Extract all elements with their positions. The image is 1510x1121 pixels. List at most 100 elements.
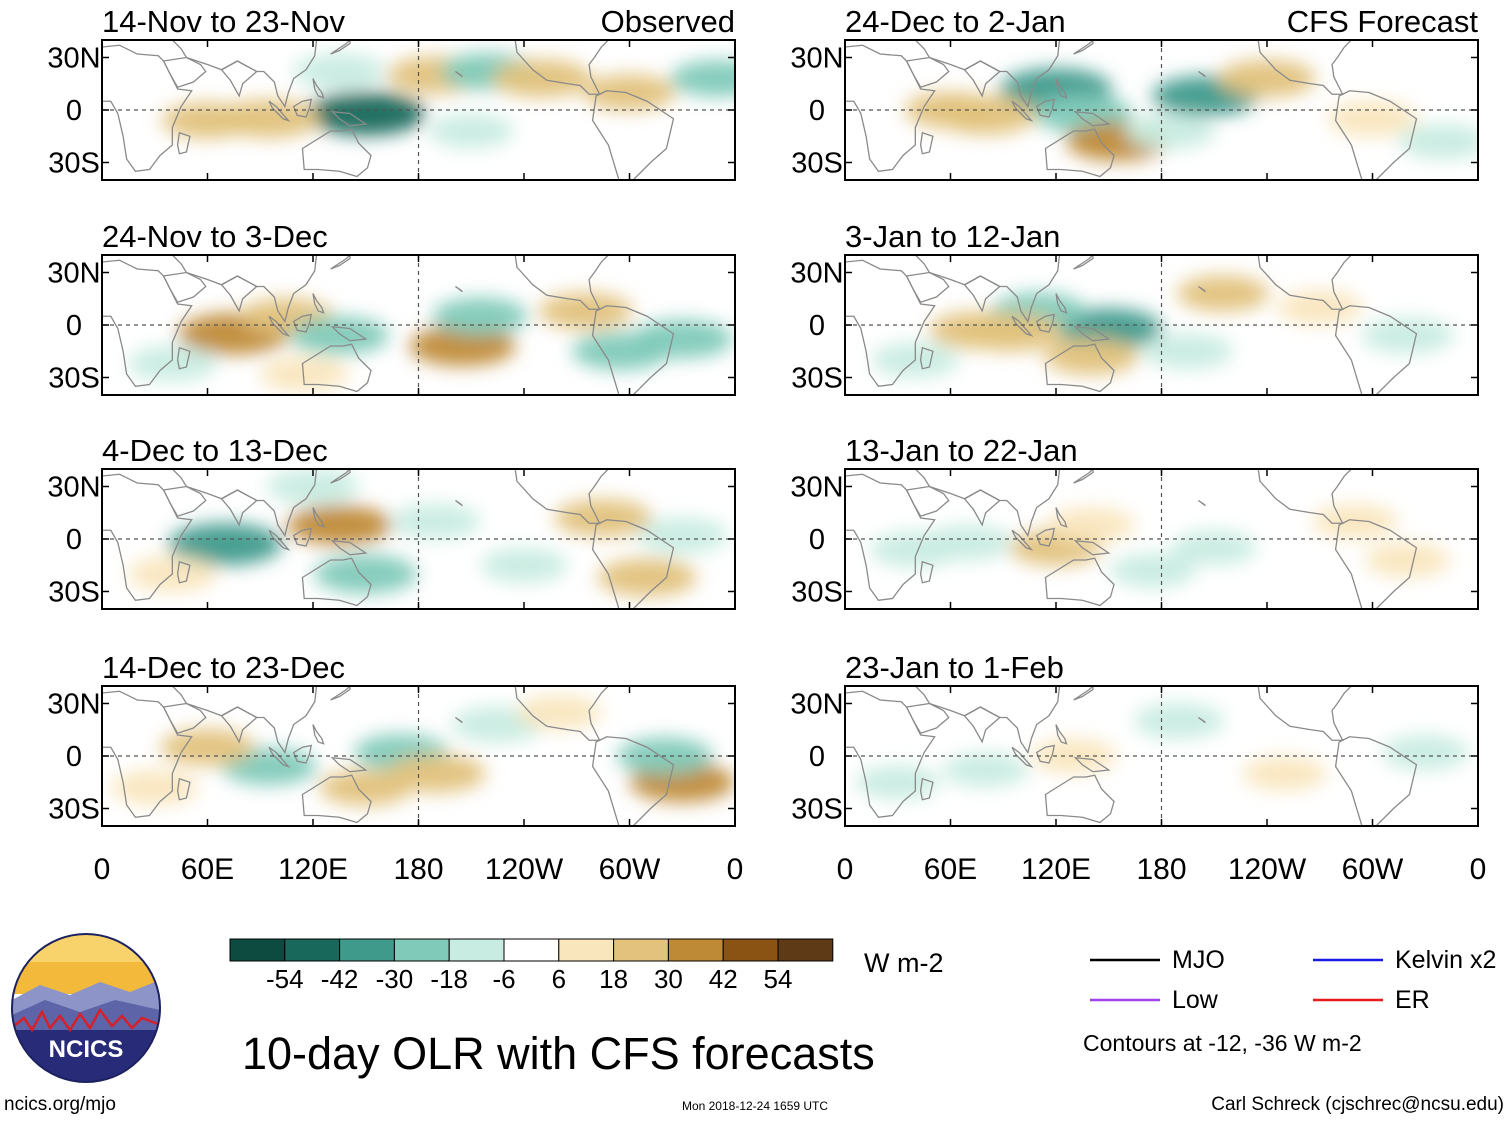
coastline-madagascar: [176, 560, 191, 584]
coastline-australia: [1044, 774, 1115, 824]
olr-anomaly: [856, 765, 940, 800]
coastline-japan: [330, 255, 351, 270]
lat-label: 30S: [48, 148, 100, 180]
olr-field: [102, 686, 735, 826]
olr-anomaly: [480, 547, 568, 583]
coastline-northamerica: [1257, 469, 1353, 524]
coastline-southamerica: [1334, 519, 1418, 609]
olr-anomaly: [943, 752, 1029, 788]
coastline-japan: [1073, 255, 1094, 270]
ncics-logo: NCICS: [11, 933, 161, 1083]
olr-anomaly: [161, 102, 254, 139]
colorbar-tick-label: 42: [709, 964, 738, 994]
coastline-japan: [1073, 40, 1094, 55]
olr-anomaly: [516, 695, 602, 730]
coastline-borneo: [1035, 313, 1056, 333]
lat-label: 0: [809, 95, 825, 127]
colorbar-tick-label: 6: [552, 964, 566, 994]
olr-anomaly: [1142, 333, 1234, 370]
coastline-australia: [301, 774, 372, 824]
coastline-southamerica: [591, 90, 675, 180]
coastline-southamerica: [591, 305, 675, 395]
coastline-newguinea: [1073, 110, 1111, 127]
colorbar-swatch: [558, 938, 615, 962]
coastline-hawaii: [1198, 499, 1206, 507]
olr-anomaly: [168, 523, 282, 566]
coastline-asia: [171, 40, 318, 109]
coastline-northamerica: [514, 40, 610, 95]
coastline-hawaii: [1198, 716, 1206, 724]
colorbar-swatch: [448, 938, 505, 962]
coastline-sumatra: [268, 746, 291, 768]
lon-label: 180: [1136, 853, 1186, 886]
panel-p2: 30N 0 30S 24-Nov to 3-Dec: [47, 219, 736, 396]
coastline-hawaii: [455, 499, 463, 507]
lon-label: 120E: [1021, 853, 1091, 886]
coastline-sumatra: [1011, 315, 1034, 337]
coastline-australia: [301, 557, 372, 607]
colorbar: -54 -42 -30 -18 -6 6 18 30 42 54: [229, 938, 834, 994]
olr-anomaly: [1047, 507, 1135, 543]
coastline-africa: [102, 690, 193, 818]
coastline-northamerica: [1257, 40, 1353, 95]
coastline-borneo: [1035, 98, 1056, 118]
coastline-northamerica: [514, 469, 610, 524]
timestamp: Mon 2018-12-24 1659 UTC: [681, 1099, 829, 1113]
lon-label: 180: [393, 853, 443, 886]
lat-label: 0: [66, 741, 82, 773]
olr-anomaly: [491, 59, 592, 98]
panel-p1: 30N 0 30S 14-Nov to 23-Nov Observed: [47, 4, 736, 181]
coastline-northamerica: [1257, 686, 1353, 741]
coastline-hawaii: [455, 70, 463, 78]
logo-red-line: [13, 1007, 159, 1033]
coastline-japan: [330, 686, 351, 701]
olr-anomaly: [1398, 123, 1478, 160]
coastline-sumatra: [1011, 746, 1034, 768]
lon-label: 60E: [924, 853, 977, 886]
coastline-australia: [1044, 343, 1115, 393]
panel-period: 23-Jan to 1-Feb: [845, 650, 1064, 685]
coastline-newguinea: [330, 756, 368, 773]
lat-label: 30S: [791, 148, 843, 180]
coastline-madagascar: [919, 346, 934, 370]
olr-field: [102, 255, 733, 395]
coastline-sumatra: [268, 100, 291, 122]
olr-anomaly: [1277, 290, 1363, 325]
coastline-japan: [1073, 686, 1094, 701]
coastline-africa: [845, 259, 936, 387]
olr-anomaly: [554, 499, 652, 537]
coastline-madagascar: [176, 346, 191, 370]
lat-label: 30S: [48, 577, 100, 609]
site-link[interactable]: ncics.org/mjo: [4, 1094, 116, 1115]
lat-label: 30S: [48, 794, 100, 826]
lat-label: 30N: [790, 472, 843, 504]
coastline-newguinea: [1073, 539, 1111, 556]
olr-anomaly: [1218, 59, 1316, 98]
coastline-africa: [102, 473, 193, 601]
olr-anomaly: [160, 728, 255, 766]
colorbar-units: W m-2: [864, 948, 944, 978]
olr-anomaly: [391, 503, 481, 540]
colorbar-tick-label: -42: [321, 964, 359, 994]
coastline-australia: [301, 343, 372, 393]
coastline-newguinea: [330, 110, 368, 127]
olr-anomalies: [870, 504, 1451, 588]
panel-p6: 30N 0 30S 3-Jan to 12-Jan: [790, 219, 1479, 396]
olr-anomalies: [904, 59, 1478, 162]
colorbar-swatch: [722, 938, 779, 962]
olr-field: [102, 40, 735, 180]
olr-anomaly: [259, 356, 349, 392]
olr-anomaly: [1171, 530, 1257, 565]
legend-label: Kelvin x2: [1395, 946, 1496, 974]
coastline-hawaii: [455, 285, 463, 293]
colorbar-swatch: [229, 938, 286, 962]
coastline-borneo: [292, 313, 313, 333]
main-title: 10-day OLR with CFS forecasts: [242, 1028, 875, 1079]
coastline-asia: [914, 469, 1061, 538]
legend-label: Low: [1172, 986, 1219, 1014]
olr-field: [102, 469, 728, 609]
lat-label: 30N: [790, 258, 843, 290]
coastline-southamerica: [591, 519, 675, 609]
lon-label: 60W: [599, 853, 661, 886]
lat-label: 30N: [790, 43, 843, 75]
